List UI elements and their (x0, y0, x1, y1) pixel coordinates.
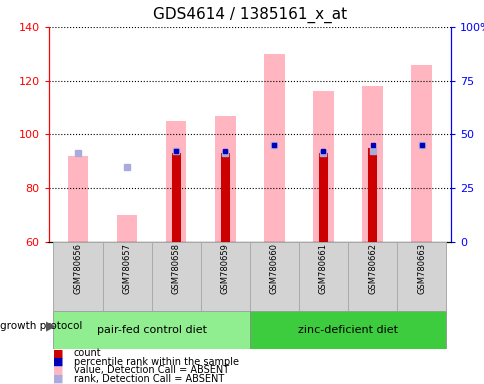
Text: ▶: ▶ (46, 320, 56, 333)
Text: GSM780660: GSM780660 (269, 243, 278, 294)
Text: GSM780657: GSM780657 (122, 243, 131, 294)
Bar (214, 116, 235, 242)
Bar (171, 153, 180, 242)
Text: percentile rank within the sample: percentile rank within the sample (74, 357, 238, 367)
Text: ■: ■ (53, 365, 64, 375)
Bar (166, 121, 186, 242)
Bar (249, 242, 298, 311)
Bar (347, 242, 396, 311)
Bar (67, 156, 88, 242)
Bar (117, 215, 137, 242)
Text: ■: ■ (53, 348, 64, 358)
Bar (200, 242, 249, 311)
Text: count: count (74, 348, 101, 358)
Bar (220, 153, 229, 242)
Bar (298, 242, 347, 311)
Bar (102, 242, 151, 311)
Text: ■: ■ (53, 357, 64, 367)
Text: GSM780663: GSM780663 (416, 243, 425, 295)
Text: growth protocol: growth protocol (0, 321, 83, 331)
Text: GSM780656: GSM780656 (73, 243, 82, 294)
Bar (249, 311, 445, 349)
Text: GSM780659: GSM780659 (220, 243, 229, 294)
Text: pair-fed control diet: pair-fed control diet (96, 325, 206, 335)
Bar (263, 54, 284, 242)
Bar (53, 311, 249, 349)
Bar (318, 153, 327, 242)
Text: zinc-deficient diet: zinc-deficient diet (297, 325, 397, 335)
Text: ■: ■ (53, 374, 64, 384)
Bar (53, 242, 102, 311)
Bar (410, 65, 431, 242)
Bar (367, 148, 376, 242)
Bar (151, 242, 200, 311)
Bar (362, 86, 382, 242)
Text: rank, Detection Call = ABSENT: rank, Detection Call = ABSENT (74, 374, 224, 384)
Bar (313, 91, 333, 242)
Bar (396, 242, 445, 311)
Text: GSM780662: GSM780662 (367, 243, 376, 294)
Text: GSM780658: GSM780658 (171, 243, 180, 294)
Text: value, Detection Call = ABSENT: value, Detection Call = ABSENT (74, 365, 228, 375)
Text: GSM780661: GSM780661 (318, 243, 327, 294)
Title: GDS4614 / 1385161_x_at: GDS4614 / 1385161_x_at (152, 7, 346, 23)
